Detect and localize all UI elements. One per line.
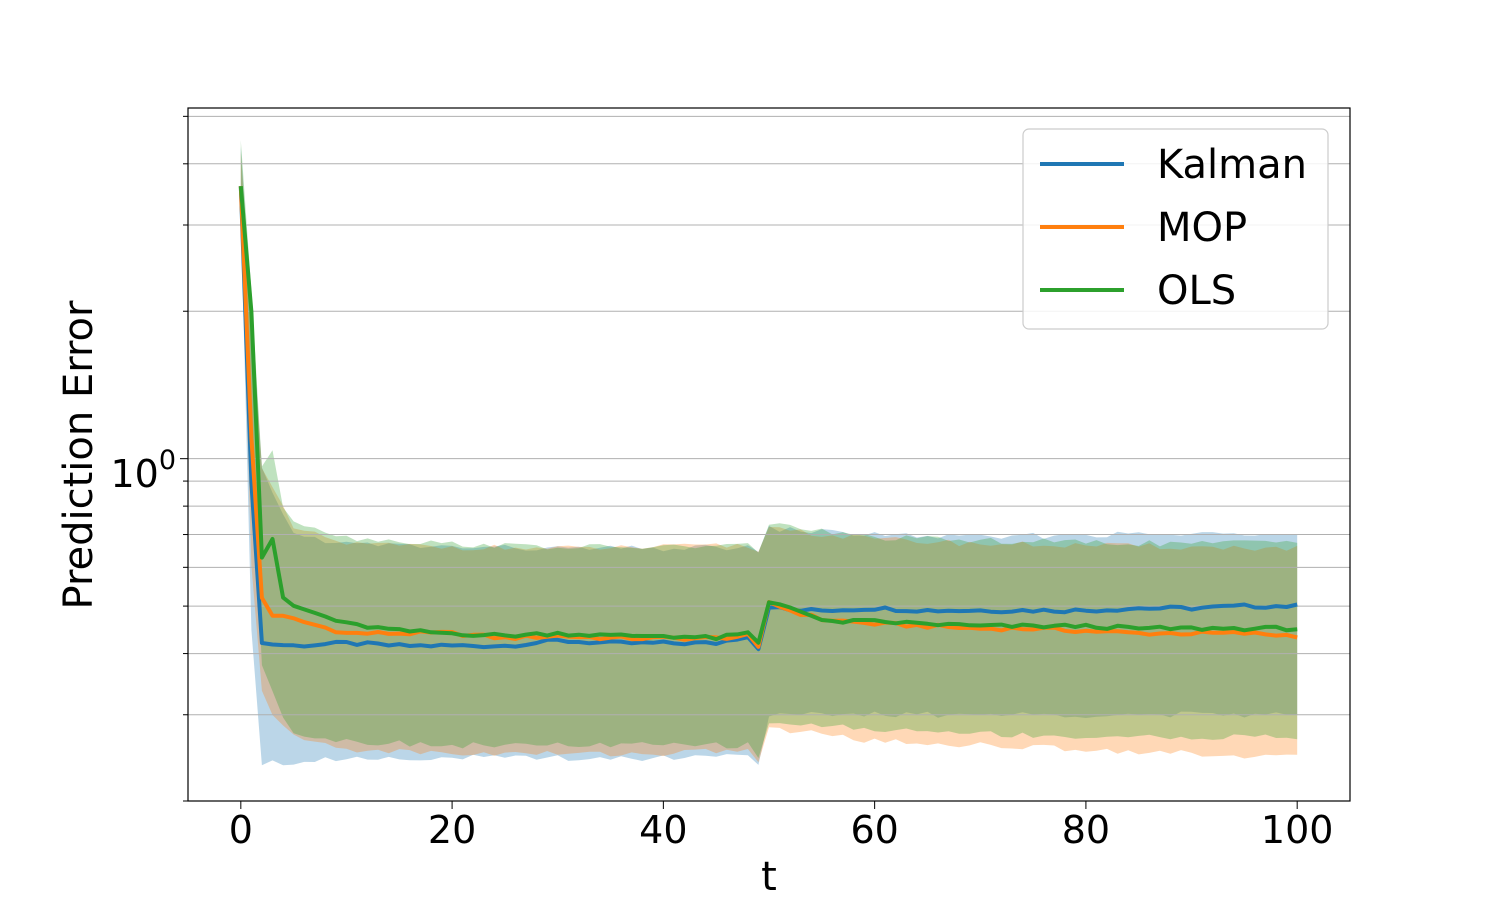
band-ols — [240, 140, 1298, 759]
y-tick-label-exponent: 0 — [159, 445, 176, 476]
legend-label-kalman: Kalman — [1157, 142, 1307, 188]
plot-area-frame — [187, 107, 1351, 802]
band-mop — [240, 151, 1298, 763]
legend: Kalman MOP OLS — [1022, 128, 1329, 330]
x-tick-label: 40 — [639, 808, 687, 852]
series-line-ols — [238, 186, 1298, 645]
x-tick-label: 100 — [1261, 808, 1334, 852]
x-tick-label: 60 — [850, 808, 898, 852]
x-axis-label: t — [761, 854, 777, 900]
y-axis-label: Prediction Error — [56, 300, 102, 609]
x-axis-ticks: 0 20 40 60 80 100 — [229, 801, 1334, 852]
y-tick-label-major: 100 — [110, 445, 176, 496]
x-tick-label: 0 — [229, 808, 253, 852]
legend-box — [1022, 128, 1329, 330]
series-lines — [238, 186, 1298, 652]
x-tick-label: 80 — [1062, 808, 1110, 852]
x-tick-label: 20 — [428, 808, 476, 852]
legend-label-mop: MOP — [1157, 205, 1247, 251]
legend-label-ols: OLS — [1157, 268, 1236, 314]
y-tick-label-base: 10 — [110, 452, 158, 496]
y-axis-ticks — [180, 115, 188, 802]
